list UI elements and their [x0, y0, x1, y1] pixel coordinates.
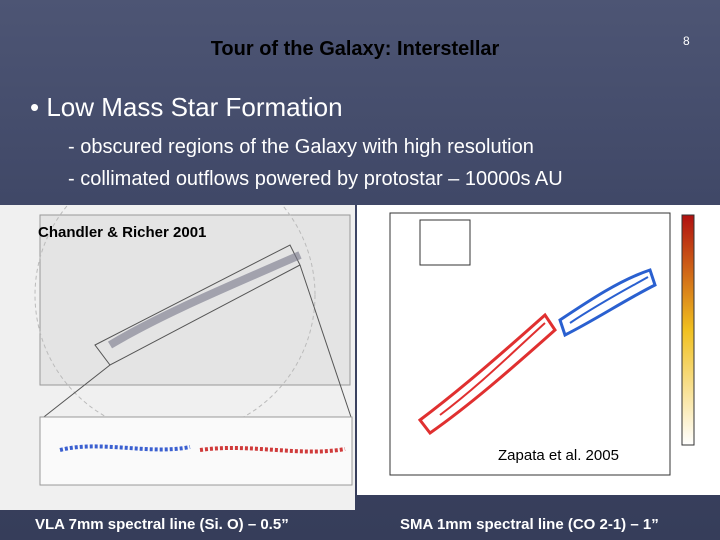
- blue-contours: [558, 268, 657, 338]
- figure-caption: VLA 7mm spectral line (Si. O) – 0.5”: [35, 516, 289, 533]
- sub-bullet: - collimated outflows powered by protost…: [68, 168, 563, 190]
- bullet-text: Low Mass Star Formation: [46, 92, 343, 122]
- red-contours: [417, 312, 557, 436]
- blue-lobe: [59, 444, 191, 452]
- bullet: • Low Mass Star Formation: [30, 92, 343, 122]
- zoom-line: [299, 264, 353, 421]
- slide-number: 8: [683, 34, 690, 48]
- red-contours: [439, 322, 546, 416]
- credit: Chandler & Richer 2001: [38, 224, 206, 241]
- outflow: [107, 251, 302, 349]
- color-bar: [681, 214, 695, 446]
- plot-frame: [389, 212, 671, 476]
- slide-title: Tour of the Galaxy: Interstellar: [210, 38, 500, 60]
- figure-caption: SMA 1mm spectral line (CO 2-1) – 1”: [400, 516, 659, 533]
- figures: Chandler & Richer 2001 Zapata et al. 200…: [0, 205, 720, 510]
- blue-contours: [569, 276, 649, 324]
- right-figure: [357, 205, 720, 495]
- sub-bullet: - obscured regions of the Galaxy with hi…: [68, 136, 534, 158]
- red-lobe: [199, 445, 346, 454]
- zoom-line: [39, 364, 111, 421]
- credit: Zapata et al. 2005: [498, 447, 619, 464]
- inset: [419, 219, 471, 266]
